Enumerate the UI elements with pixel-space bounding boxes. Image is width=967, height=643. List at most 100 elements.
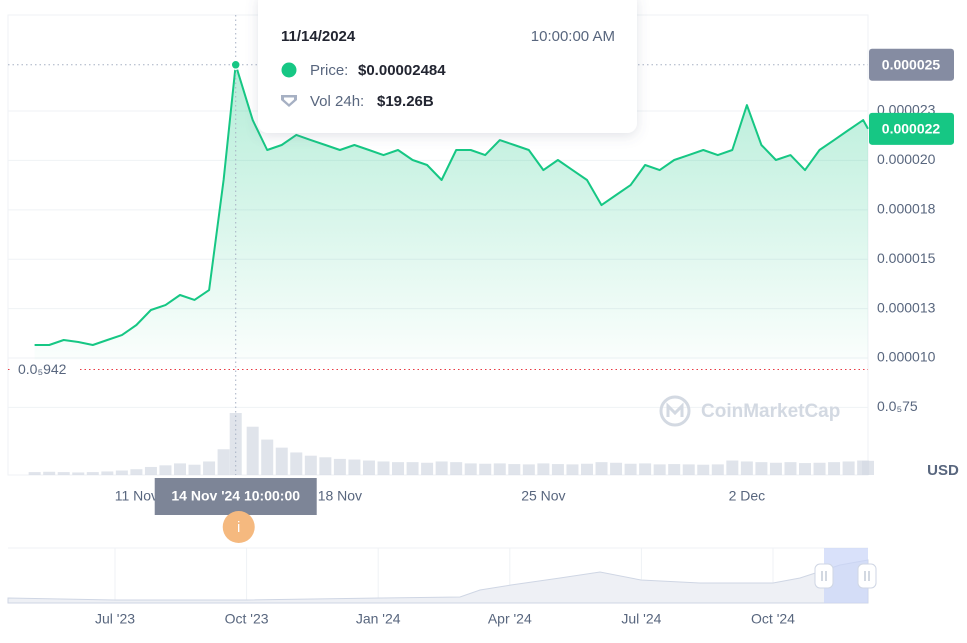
y-tick-label: 0.0₅75 (877, 398, 918, 414)
x-tick-label: 2 Dec (729, 488, 766, 504)
navigator-label: Jan '24 (356, 611, 401, 627)
navigator-handle-grip (821, 571, 827, 581)
navigator-label: Oct '24 (751, 611, 795, 627)
info-icon[interactable] (222, 511, 255, 543)
x-tick-label: 25 Nov (521, 488, 565, 504)
volume-bar (261, 439, 274, 475)
price-area (34, 64, 869, 360)
last-price-box (869, 112, 954, 145)
price-value: $0.00002484 (358, 62, 446, 79)
volume-bar (86, 472, 99, 475)
volume-bar (653, 464, 666, 475)
navigator-handle[interactable] (857, 563, 877, 589)
volume-bar (639, 463, 652, 475)
volume-bar (275, 447, 288, 475)
volume-bar (522, 464, 535, 475)
navigator-handle-grip (864, 571, 870, 581)
volume-bar (566, 464, 579, 475)
volume-bar (450, 462, 463, 475)
volume-bar (799, 463, 812, 475)
navigator-label: Jul '24 (621, 611, 661, 627)
volume-bar (784, 462, 797, 475)
volume-bar (537, 463, 550, 475)
volume-bar (697, 464, 710, 475)
y-tick-label: 0.000018 (877, 201, 936, 217)
volume-bar (304, 455, 317, 475)
volume-bar (726, 460, 739, 475)
plot (8, 15, 874, 475)
hover-point (230, 59, 241, 71)
volume-bar (493, 463, 506, 475)
volume-bar (755, 462, 768, 475)
watermark: CoinMarketCap (659, 395, 840, 427)
navigator-label: Jul '23 (95, 611, 135, 627)
volume-bar (392, 462, 405, 475)
volume-value: $19.26B (377, 93, 434, 110)
tooltip-box (258, 0, 637, 133)
volume-bar (551, 464, 564, 475)
volume-bar (668, 464, 681, 475)
crosshair-label: 14 Nov '24 10:00:00 (171, 488, 300, 504)
watermark-logo-mark (666, 402, 684, 417)
tooltip-date: 11/14/2024 (281, 28, 356, 45)
tooltip-time: 10:00:00 AM (531, 28, 615, 45)
volume-bar (682, 464, 695, 475)
volume-bar (362, 460, 375, 475)
volume-bar (101, 471, 114, 475)
volume-bar (862, 460, 874, 475)
navigator-area (7, 559, 869, 604)
volume-bar (406, 462, 419, 475)
volume-bar (115, 470, 128, 475)
y-tick-label: 0.000020 (877, 151, 936, 167)
volume-bar (319, 457, 332, 475)
volume-bar (711, 464, 724, 475)
max-label: 0.000025 (882, 56, 941, 72)
labels: 0.0₅75 0.000010 0.000013 0.000015 0.000018 0.… (12, 48, 954, 543)
volume-bar (144, 466, 157, 475)
volume-bar (188, 464, 201, 475)
price-name: Price: (310, 62, 348, 79)
info-icon-text: i (237, 519, 240, 536)
volume-bar (290, 452, 303, 475)
volume-bar (842, 461, 855, 475)
volume-bar (159, 465, 172, 475)
price-line (34, 63, 869, 346)
volume-bar (217, 449, 230, 475)
volume-bar (740, 461, 753, 475)
volume-bar (769, 462, 782, 475)
volume-bar (333, 458, 346, 475)
volume-bar (348, 459, 361, 475)
navigator: Jul '23 Oct '23 Jan '24 Apr '24 Jul '24 Oct '… (7, 547, 877, 627)
y-tick-label: 0.000013 (877, 299, 936, 315)
volume-bar (479, 463, 492, 475)
navigator-label: Apr '24 (488, 611, 532, 627)
reference-label: 0.0₅942 (18, 361, 67, 377)
navigator-handle[interactable] (814, 563, 834, 589)
volume-bar (624, 463, 637, 475)
volume-bar (508, 464, 521, 475)
max-label-box (869, 48, 954, 81)
volume-bar (813, 462, 826, 475)
x-tick-label: 11 Nov (115, 488, 158, 504)
volume-legend-icon-inner (284, 97, 294, 104)
volume-bar (130, 469, 143, 475)
crosshair-label-box (154, 478, 317, 515)
volume-bar (828, 462, 841, 475)
volume-bar (57, 472, 70, 475)
watermark-logo (659, 395, 691, 427)
volume-bar (595, 462, 608, 475)
volume-bar (203, 461, 216, 475)
volume-bar (464, 463, 477, 475)
volume-bar (229, 413, 242, 475)
volume-name: Vol 24h: (310, 93, 364, 110)
volume-bar (246, 426, 259, 475)
x-tick-label: 18 Nov (318, 488, 362, 504)
y-tick-label: 0.000010 (877, 349, 936, 365)
volume-bar (174, 463, 186, 475)
y-tick-label: 0.000015 (877, 250, 936, 266)
tooltip: 11/14/2024 10:00:00 AM Price: $0.0000248… (258, 0, 637, 133)
volume-bar (28, 472, 41, 475)
reference-label-bg (12, 359, 78, 380)
